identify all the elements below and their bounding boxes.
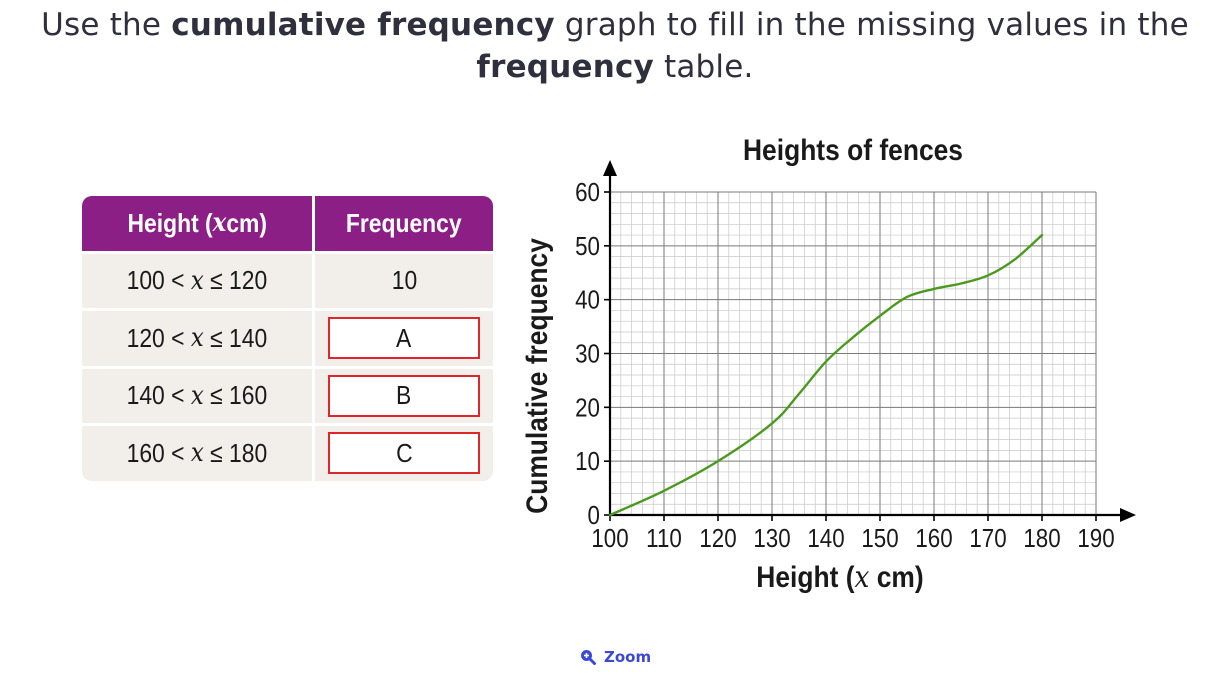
x-tick-label: 120 xyxy=(699,524,736,553)
header-height-var: x xyxy=(212,208,227,239)
frequency-cell: C xyxy=(315,426,493,481)
class-upper: 120 xyxy=(229,265,268,296)
question-bold-cumulative: cumulative frequency xyxy=(171,7,555,43)
height-class-label: 120 < x ≤ 140 xyxy=(126,322,268,354)
class-upper: 160 xyxy=(229,380,268,411)
x-axis-arrow xyxy=(1120,508,1136,522)
class-lower: 160 xyxy=(126,437,165,468)
x-tick-label: 100 xyxy=(591,524,628,553)
answer-box-a[interactable]: A xyxy=(328,317,480,360)
major-grid xyxy=(609,191,1097,516)
height-class-cell: 120 < x ≤ 140 xyxy=(82,311,315,366)
cumulative-frequency-chart: 100 110 120 130 140 150 160 170 180 190 0 10 20 30 40 5… xyxy=(519,132,1136,594)
height-class-cell: 160 < x ≤ 180 xyxy=(82,426,315,481)
class-lower: 100 xyxy=(126,265,165,296)
class-upper: 140 xyxy=(229,322,268,353)
x-tick-label: 170 xyxy=(969,524,1006,553)
question-part1: Use the xyxy=(41,7,172,43)
x-tick-label: 140 xyxy=(807,524,844,553)
question-part3: table. xyxy=(653,49,754,85)
header-height-label: Height (x cm) xyxy=(127,208,267,239)
zoom-in-icon xyxy=(581,650,596,665)
axes xyxy=(603,160,1136,522)
answer-label-c: C xyxy=(395,437,413,468)
answer-label-a: A xyxy=(396,322,412,353)
height-class-label: 100 < x ≤ 120 xyxy=(126,265,268,296)
x-axis-label: Height (x cm) xyxy=(756,559,923,594)
class-var: x xyxy=(190,265,204,296)
y-axis-arrow xyxy=(603,160,617,176)
header-frequency-cell: Frequency xyxy=(315,196,493,251)
y-tick-label: 0 xyxy=(588,501,600,530)
class-lower: 120 xyxy=(126,322,165,353)
x-tick-label: 180 xyxy=(1023,524,1060,553)
answer-box-c[interactable]: C xyxy=(328,432,480,475)
height-class-label: 160 < x ≤ 180 xyxy=(126,437,268,469)
tick-labels: 100 110 120 130 140 150 160 170 180 190 0 10 20 30 40 5… xyxy=(575,178,1115,553)
x-label-prefix: Height ( xyxy=(756,559,855,593)
x-tick-label: 150 xyxy=(861,524,898,553)
y-tick-label: 20 xyxy=(575,394,600,423)
series-group xyxy=(608,233,1044,517)
y-tick-label: 40 xyxy=(575,286,600,315)
header-frequency-label: Frequency xyxy=(346,207,462,238)
height-class-label: 140 < x ≤ 160 xyxy=(126,380,268,411)
class-lower: 140 xyxy=(126,380,165,411)
x-tick-label: 190 xyxy=(1077,524,1114,553)
header-height-prefix: Height ( xyxy=(127,207,213,238)
table-row: 160 < x ≤ 180 C xyxy=(82,423,493,481)
frequency-table: Height (x cm) Frequency 100 < x ≤ 120 10… xyxy=(82,196,493,481)
frequency-value: 10 xyxy=(391,265,417,296)
x-tick-label: 130 xyxy=(753,524,790,553)
y-tick-label: 30 xyxy=(575,340,600,369)
y-tick-label: 50 xyxy=(575,232,600,261)
class-upper: 180 xyxy=(229,437,268,468)
x-label-var: x xyxy=(855,559,870,594)
question-text: Use the cumulative frequency graph to fi… xyxy=(0,4,1230,88)
header-height-suffix: cm) xyxy=(226,207,267,238)
question-bold-frequency: frequency xyxy=(476,49,654,85)
x-tick-label: 110 xyxy=(646,524,682,553)
frequency-cell: B xyxy=(315,368,493,423)
y-tick-label: 10 xyxy=(575,448,600,477)
y-axis-label: Cumulative frequency xyxy=(519,238,553,514)
class-var: x xyxy=(190,438,204,469)
chart-title: Heights of fences xyxy=(743,132,963,166)
y-tick-label: 60 xyxy=(575,178,600,207)
table-row: 140 < x ≤ 160 B xyxy=(82,365,493,423)
answer-box-b[interactable]: B xyxy=(328,374,480,417)
zoom-label: Zoom xyxy=(604,648,652,666)
answer-label-b: B xyxy=(396,380,412,411)
x-label-suffix: cm) xyxy=(869,559,923,593)
x-tick-label: 160 xyxy=(915,524,952,553)
height-class-cell: 140 < x ≤ 160 xyxy=(82,368,315,423)
height-class-cell: 100 < x ≤ 120 xyxy=(82,253,315,308)
frequency-cell: 10 xyxy=(315,253,493,308)
header-height-cell: Height (x cm) xyxy=(82,196,315,251)
class-var: x xyxy=(190,323,204,354)
table-header-row: Height (x cm) Frequency xyxy=(82,196,493,251)
table-row: 120 < x ≤ 140 A xyxy=(82,308,493,366)
question-part2: graph to fill in the missing values in t… xyxy=(554,7,1189,43)
table-row: 100 < x ≤ 120 10 xyxy=(82,250,493,308)
cumulative-frequency-curve xyxy=(608,233,1044,517)
class-var: x xyxy=(190,380,204,411)
frequency-cell: A xyxy=(315,311,493,366)
zoom-button[interactable]: Zoom xyxy=(580,648,651,666)
